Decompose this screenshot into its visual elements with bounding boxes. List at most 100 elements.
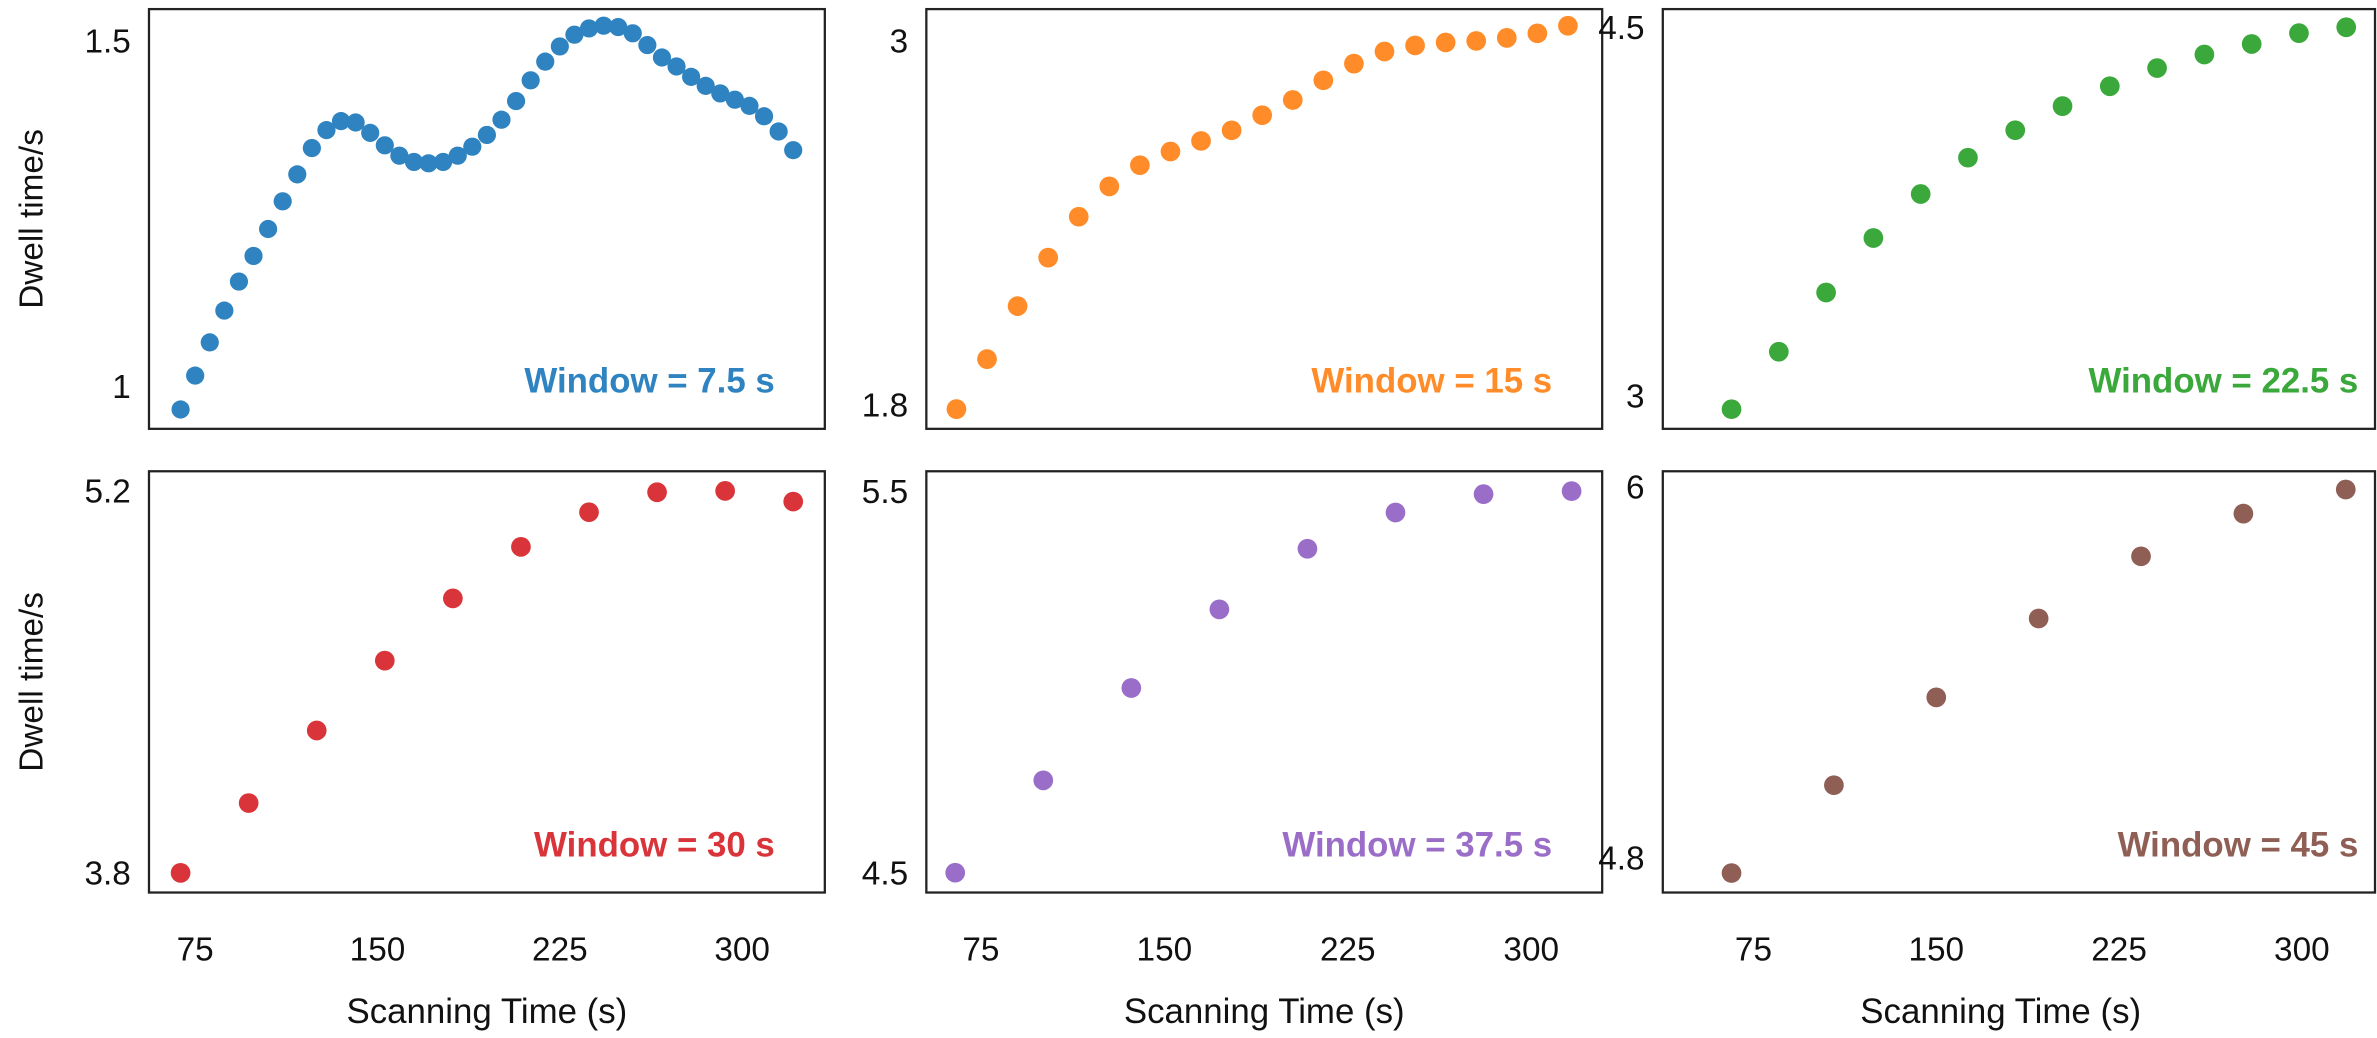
y-tick-label: 5.2: [84, 474, 130, 511]
point: [273, 192, 292, 211]
y-tick-label: 1.5: [84, 23, 130, 60]
point: [1910, 184, 1931, 204]
x-axis-label: Scanning Time (s): [347, 992, 628, 1031]
point: [579, 19, 599, 38]
point: [754, 107, 774, 126]
point: [171, 400, 190, 419]
point: [2335, 479, 2356, 500]
point: [711, 84, 730, 103]
point: [638, 35, 657, 55]
point: [170, 863, 191, 883]
point: [1160, 141, 1181, 162]
y-tick-label: 4.8: [1598, 840, 1644, 877]
point: [375, 136, 394, 155]
y-axis-label: Dwell time/s: [14, 129, 51, 309]
point: [623, 24, 642, 43]
point: [331, 112, 351, 131]
point: [1007, 296, 1028, 316]
plot-frame: [147, 470, 826, 894]
point: [1768, 341, 1789, 362]
point: [1385, 502, 1406, 523]
point: [374, 650, 395, 671]
plot-frame: [1661, 7, 2377, 430]
point: [302, 138, 321, 158]
point: [317, 121, 336, 140]
point: [244, 246, 263, 266]
y-tick-label: 5.5: [862, 474, 908, 511]
point: [609, 17, 628, 37]
point: [1721, 399, 1742, 420]
point: [2005, 120, 2026, 141]
point: [682, 67, 701, 86]
y-tick-label: 6: [1626, 469, 1645, 506]
point: [2233, 503, 2254, 524]
annotation: Window = 15 s: [1311, 362, 1552, 401]
point: [1252, 105, 1273, 126]
point: [579, 502, 599, 523]
point: [346, 113, 365, 132]
plot-frame: [925, 470, 1604, 894]
y-tick-label: 3: [1626, 378, 1645, 415]
x-tick-label: 225: [532, 931, 588, 968]
annotation: Window = 45 s: [2118, 825, 2359, 864]
y-tick-label: 4.5: [1598, 10, 1644, 47]
x-tick-label: 225: [2091, 931, 2147, 968]
x-tick-label: 225: [1320, 931, 1376, 968]
point: [200, 333, 219, 352]
point: [769, 122, 788, 141]
x-tick-label: 150: [1137, 931, 1193, 968]
y-tick-label: 3: [890, 24, 909, 61]
point: [725, 90, 744, 109]
y-tick-label: 1.8: [862, 387, 908, 424]
point: [521, 71, 540, 90]
point: [1824, 775, 1844, 796]
point: [946, 399, 967, 419]
point: [306, 720, 327, 741]
point: [1958, 147, 1978, 168]
point: [448, 146, 467, 165]
point: [1099, 176, 1120, 197]
point: [1033, 770, 1054, 791]
point: [715, 481, 735, 501]
point: [463, 137, 482, 156]
point: [696, 76, 715, 95]
point: [511, 536, 531, 557]
point: [259, 219, 278, 239]
point: [2289, 23, 2309, 44]
point: [1863, 228, 1884, 248]
point: [361, 123, 380, 142]
point: [1297, 538, 1318, 559]
point: [1068, 206, 1089, 227]
point: [1282, 90, 1303, 110]
point: [2241, 34, 2262, 54]
point: [1466, 31, 1487, 51]
point: [1130, 155, 1150, 176]
x-tick-label: 150: [350, 931, 406, 968]
point: [550, 37, 569, 56]
point: [1344, 53, 1364, 74]
point: [1374, 41, 1395, 62]
point: [1191, 131, 1211, 151]
point: [536, 52, 555, 71]
point: [1209, 599, 1230, 620]
y-tick-label: 4.5: [862, 856, 908, 893]
point: [784, 141, 803, 160]
point: [1405, 35, 1425, 56]
x-tick-label: 300: [714, 931, 770, 968]
point: [390, 146, 409, 165]
point: [2194, 44, 2215, 65]
x-tick-label: 75: [177, 931, 214, 968]
point: [1121, 678, 1142, 698]
point: [215, 301, 234, 320]
point: [2131, 546, 2151, 567]
point: [740, 96, 759, 115]
plot-frame: [925, 7, 1604, 430]
point: [2336, 17, 2357, 38]
x-axis-label: Scanning Time (s): [1124, 992, 1405, 1031]
x-tick-label: 150: [1908, 931, 1964, 968]
point: [434, 152, 453, 172]
point: [1558, 15, 1578, 36]
point: [443, 588, 463, 609]
point: [186, 366, 205, 385]
